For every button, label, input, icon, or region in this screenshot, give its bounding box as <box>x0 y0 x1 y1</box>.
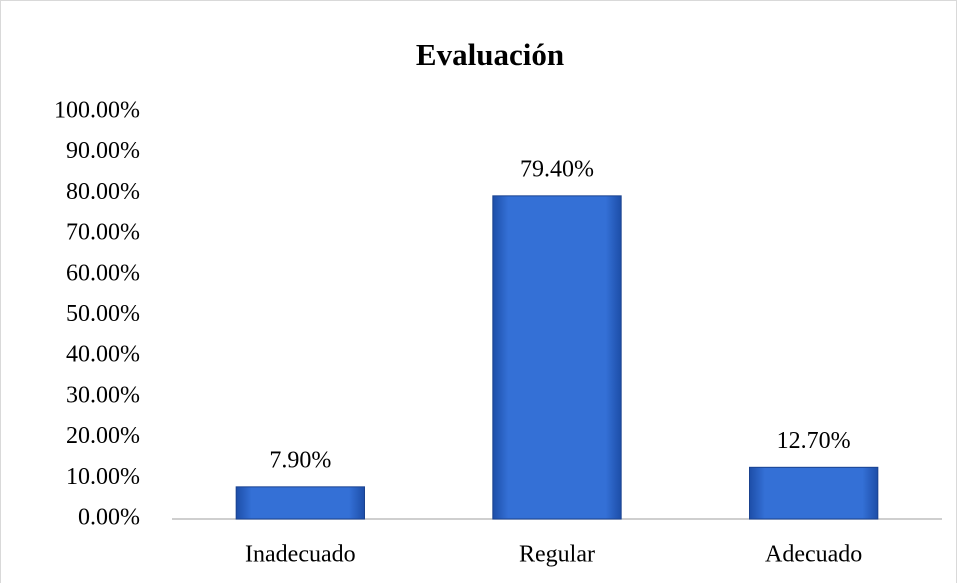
data-label: 79.40% <box>520 156 594 182</box>
y-tick-label: 30.00% <box>66 382 140 408</box>
y-tick-label: 40.00% <box>66 342 140 368</box>
y-tick-label: 50.00% <box>66 301 140 327</box>
y-tick-label: 0.00% <box>78 505 140 531</box>
y-tick-label: 90.00% <box>66 138 140 164</box>
data-label: 7.90% <box>269 447 331 473</box>
bar <box>235 486 365 520</box>
bar <box>749 466 879 520</box>
y-tick-label: 80.00% <box>66 179 140 205</box>
y-tick-label: 70.00% <box>66 220 140 246</box>
y-tick-label: 60.00% <box>66 260 140 286</box>
y-tick-label: 20.00% <box>66 423 140 449</box>
chart-title: Evaluación <box>416 37 564 72</box>
data-label: 12.70% <box>777 428 851 454</box>
x-tick-label: Regular <box>519 542 595 568</box>
x-tick-label: Inadecuado <box>245 542 356 568</box>
y-tick-label: 100.00% <box>54 98 140 124</box>
y-tick-label: 10.00% <box>66 464 140 490</box>
bar <box>492 195 622 520</box>
x-tick-label: Adecuado <box>765 542 862 568</box>
